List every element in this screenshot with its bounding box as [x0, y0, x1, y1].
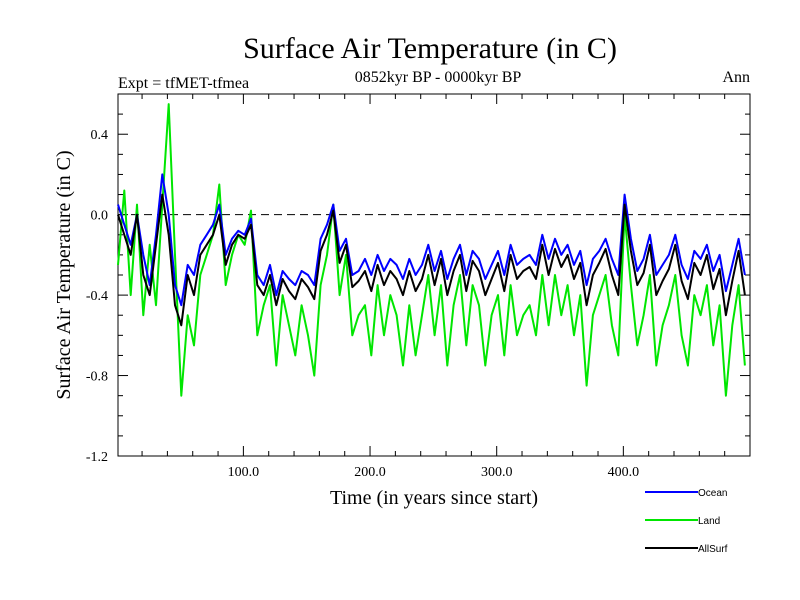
series-lines: [117, 103, 746, 397]
tick-labels: 100.0 200.0 300.0 400.0 -1.2 -0.8 -0.4 0.0 0.4: [86, 128, 639, 480]
experiment-label: Expt = tfMET-tfmea: [118, 75, 249, 92]
legend-label-ocean: Ocean: [698, 488, 727, 499]
series-line-ocean: [117, 173, 746, 307]
y-tick-label: 0.4: [91, 128, 109, 143]
chart-subtitle: 0852kyr BP - 0000kyr BP: [355, 69, 522, 86]
y-tick-label: -0.8: [86, 370, 108, 385]
legend-label-land: Land: [698, 516, 720, 527]
x-tick-label: 100.0: [228, 465, 260, 480]
x-tick-label: 300.0: [481, 465, 513, 480]
legend-label-allsurf: AllSurf: [698, 544, 728, 555]
y-axis-label: Surface Air Temperature (in C): [53, 150, 75, 399]
chart-title: Surface Air Temperature (in C): [243, 32, 617, 65]
series-line-allsurf: [117, 193, 746, 327]
x-axis-label: Time (in years since start): [330, 487, 538, 509]
legend: Ocean Land AllSurf: [645, 488, 728, 555]
season-label: Ann: [722, 69, 750, 86]
y-tick-label: 0.0: [91, 209, 109, 224]
y-tick-label: -0.4: [86, 289, 108, 304]
y-tick-label: -1.2: [86, 450, 108, 465]
plot-area: [117, 93, 751, 457]
x-tick-label: 200.0: [354, 465, 386, 480]
x-tick-label: 400.0: [608, 465, 640, 480]
